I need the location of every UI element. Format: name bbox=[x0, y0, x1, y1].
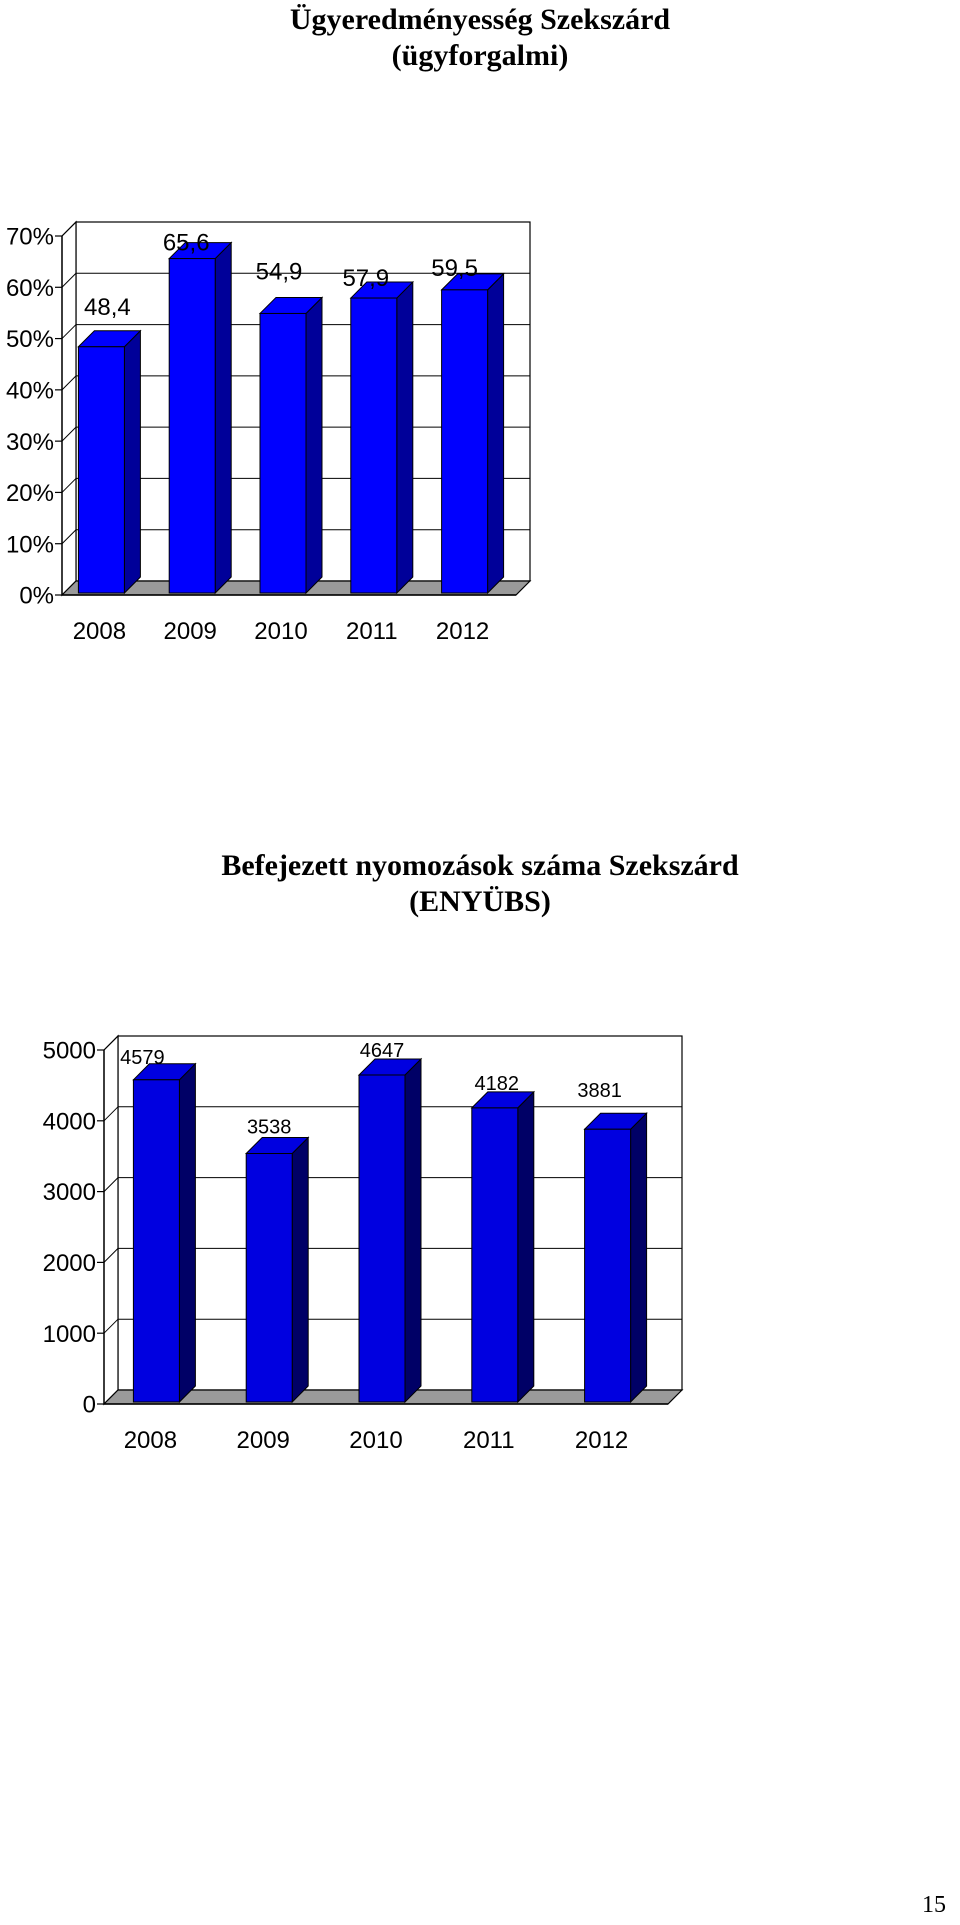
chart1-y-tick-label: 40% bbox=[6, 377, 54, 404]
chart1-bar bbox=[441, 289, 489, 594]
page-number: 15 bbox=[922, 1892, 946, 1918]
chart2-bar-side bbox=[404, 1057, 422, 1404]
chart1-y-tick-label: 0% bbox=[19, 583, 54, 610]
chart2-bar-side bbox=[178, 1062, 196, 1404]
chart1-data-label: 57,9 bbox=[342, 265, 389, 292]
chart2-bar-side bbox=[291, 1136, 309, 1404]
chart1-x-tick-label: 2011 bbox=[346, 618, 398, 645]
chart2-data-label: 4647 bbox=[360, 1040, 405, 1062]
chart2-y-tick-label: 3000 bbox=[43, 1179, 96, 1206]
chart2-y-tick-label: 5000 bbox=[43, 1038, 96, 1065]
chart2-y-tick-label: 0 bbox=[83, 1392, 96, 1419]
chart2-data-label: 3881 bbox=[577, 1080, 622, 1102]
chart1-data-label: 65,6 bbox=[163, 230, 210, 257]
chart2-title-line1: Befejezett nyomozások száma Szekszárd bbox=[221, 849, 739, 882]
chart1-data-label: 59,5 bbox=[431, 255, 478, 282]
chart2-title: Befejezett nyomozások száma Szekszárd (E… bbox=[0, 848, 960, 920]
chart1-gridline-side bbox=[61, 272, 77, 288]
chart2-bar bbox=[584, 1128, 632, 1403]
chart1-x-tick-label: 2009 bbox=[164, 618, 217, 645]
chart1-gridline-side bbox=[61, 375, 77, 391]
chart2-gridline-side bbox=[103, 1177, 119, 1192]
chart1-gridline-side bbox=[61, 221, 77, 237]
chart2-data-label: 4579 bbox=[120, 1047, 165, 1069]
chart2-data-label: 4182 bbox=[475, 1073, 520, 1095]
chart2-x-tick-label: 2012 bbox=[575, 1427, 628, 1454]
chart2-gridline-side bbox=[103, 1248, 119, 1263]
chart1-plot: 0% 10% 20% 30% 40% 50% 60% 70% 48,4 2008 65,6 2009 5… bbox=[6, 220, 532, 645]
chart2-bar bbox=[245, 1153, 293, 1403]
chart2-data-label: 3538 bbox=[247, 1117, 292, 1139]
chart2-x-tick-label: 2010 bbox=[349, 1427, 402, 1454]
chart1-y-tick-label: 20% bbox=[6, 480, 54, 507]
chart1-title-line2: (ügyforgalmi) bbox=[391, 39, 569, 72]
chart1-gridline-side bbox=[61, 529, 77, 545]
chart1-title-line1: Ügyeredményesség Szekszárd bbox=[289, 3, 671, 36]
chart1-bar bbox=[168, 258, 216, 594]
chart2-bar bbox=[358, 1074, 406, 1403]
chart2-y-tick-label: 4000 bbox=[43, 1108, 96, 1135]
chart2-gridline-side bbox=[103, 1106, 119, 1122]
chart1-gridline-side bbox=[61, 426, 77, 442]
chart1-y-tick-label: 50% bbox=[6, 326, 54, 353]
chart2-x-tick-label: 2009 bbox=[237, 1427, 290, 1454]
chart2-y-tick-label: 2000 bbox=[43, 1250, 96, 1277]
chart1-y-tick-label: 30% bbox=[6, 429, 54, 456]
chart2-x-tick-label: 2008 bbox=[124, 1427, 177, 1454]
chart2-bar bbox=[471, 1107, 519, 1403]
chart2-bar-side bbox=[630, 1112, 648, 1404]
chart1-y-tick-label: 10% bbox=[6, 531, 54, 558]
chart1-x-tick-label: 2010 bbox=[254, 618, 307, 645]
chart1-bar bbox=[77, 346, 125, 594]
chart1-gridline-side bbox=[61, 478, 77, 493]
chart2-gridline-side bbox=[103, 1318, 119, 1334]
chart1-bar bbox=[259, 312, 307, 594]
chart1-data-label: 48,4 bbox=[84, 294, 131, 321]
chart1-bar bbox=[350, 297, 398, 594]
chart2-x-tick-label: 2011 bbox=[463, 1427, 515, 1454]
chart1-gridline-side bbox=[61, 324, 77, 339]
chart2-y-tick-label: 1000 bbox=[43, 1321, 96, 1348]
chart2-plot: 0 1000 2000 3000 4000 5000 4579 2008 3538 2009 464… bbox=[43, 1034, 684, 1454]
chart2-side-wall bbox=[103, 1034, 119, 1406]
chart1-y-tick-label: 60% bbox=[6, 275, 54, 302]
chart2-bar-side bbox=[517, 1090, 535, 1404]
chart2-bar bbox=[132, 1079, 180, 1403]
chart1-x-tick-label: 2008 bbox=[73, 618, 126, 645]
chart1-title: Ügyeredményesség Szekszárd (ügyforgalmi) bbox=[0, 2, 960, 74]
chart2-title-line2: (ENYÜBS) bbox=[409, 885, 551, 918]
chart1-y-tick-label: 70% bbox=[6, 224, 54, 251]
chart1-data-label: 54,9 bbox=[256, 258, 303, 285]
chart1-x-tick-label: 2012 bbox=[436, 618, 489, 645]
chart2-gridline-side bbox=[103, 1035, 119, 1051]
